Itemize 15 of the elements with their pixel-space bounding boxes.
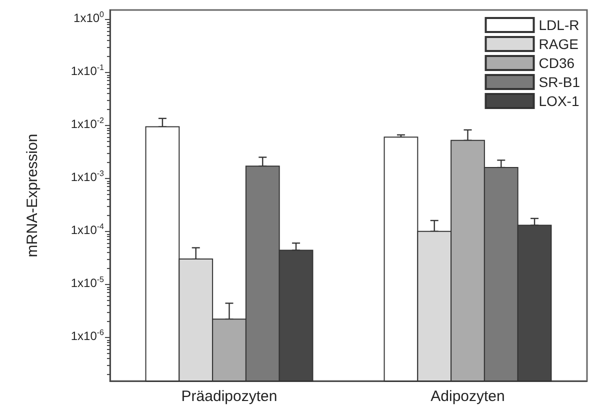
legend-label: RAGE xyxy=(538,36,578,52)
x-tick-label: Adipozyten xyxy=(430,388,505,405)
y-tick-label: 1x10$^{-3}$ xyxy=(70,169,104,186)
y-tick-label: 1x10$^{-6}$ xyxy=(70,328,104,346)
legend-label: SR-B1 xyxy=(538,74,580,90)
y-tick-label: 1x10$^{0}$ xyxy=(74,10,104,28)
y-tick-label: 1x10$^{-2}$ xyxy=(70,116,104,134)
y-tick-label: 1x10$^{-1}$ xyxy=(70,63,104,80)
y-axis-title: mRNA-Expression xyxy=(24,134,41,258)
y-tick-label: 1x10$^{-4}$ xyxy=(70,222,104,240)
legend-label: LDL-R xyxy=(538,17,580,33)
y-tick-label: 1x10$^{-5}$ xyxy=(70,275,104,292)
x-tick-label: Präadipozyten xyxy=(181,388,278,405)
legend-label: LOX-1 xyxy=(538,93,580,109)
legend-label: CD36 xyxy=(538,55,575,71)
